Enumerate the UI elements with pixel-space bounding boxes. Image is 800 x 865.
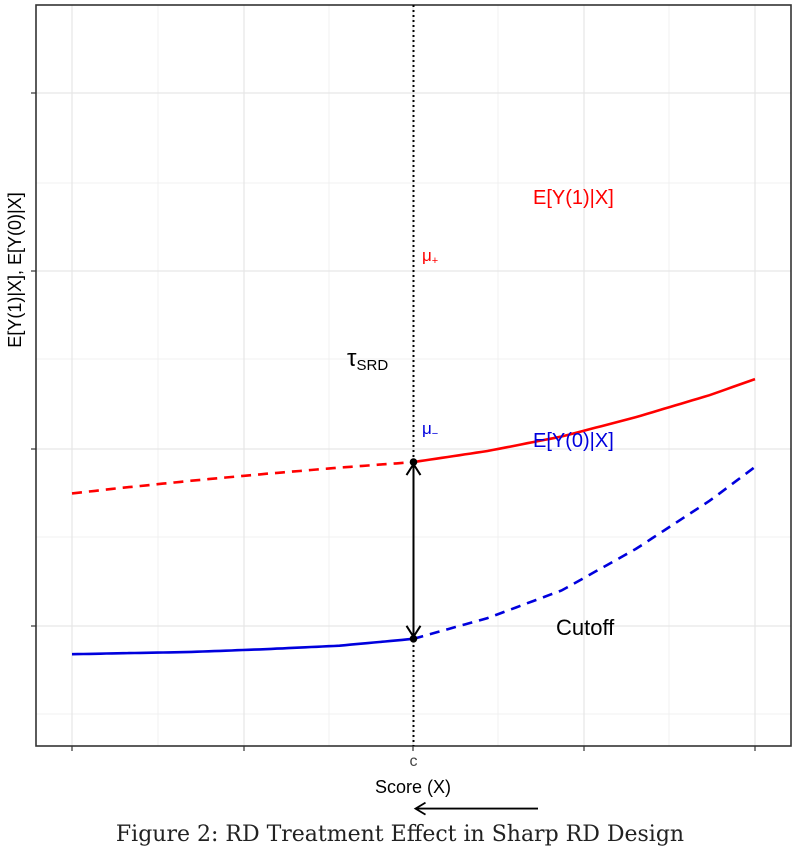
axes: c [31,5,756,770]
x-axis-label: Score (X) [375,777,451,797]
annotations [405,458,538,816]
series-label-treated: E[Y(1)|X] [533,187,614,209]
cutoff-label: Cutoff [556,615,615,640]
series-0-left-segment [71,460,414,495]
mu-minus-label: μ− [422,419,438,440]
series-label-control: E[Y(0)|X] [533,430,614,452]
y-axis-label: E[Y(1)|X], E[Y(0)|X] [5,192,25,347]
effect-label: τSRD [347,345,388,374]
rd-chart: c Score (X) E[Y(1)|X], E[Y(0)|X] E[Y(1)|… [5,4,792,816]
series [71,377,756,656]
x-tick-label: c [410,753,418,770]
figure-caption: Figure 2: RD Treatment Effect in Sharp R… [115,822,685,847]
mu-plus-label: μ+ [422,246,438,267]
series-1-right-segment [413,465,756,641]
mu-minus-point [409,635,418,643]
series-1-left-segment [71,637,414,656]
mu-plus-point [409,458,418,466]
series-0-right-segment [413,377,756,464]
cutoff-arrow-head [413,801,426,816]
